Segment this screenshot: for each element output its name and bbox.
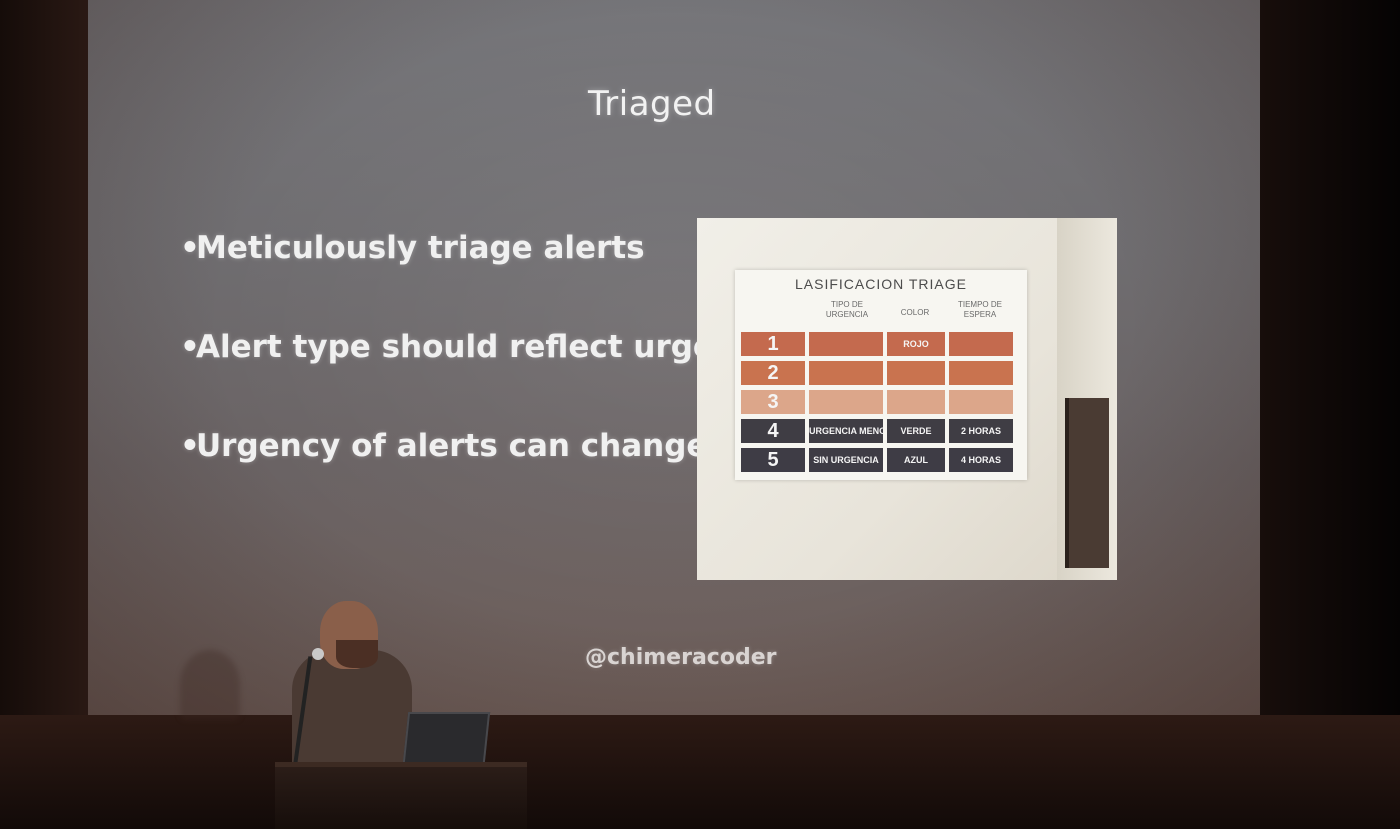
bullet-list: •Meticulously triage alerts •Alert type … <box>180 226 775 523</box>
left-wall <box>0 0 90 829</box>
slide-title: Triaged <box>588 84 716 124</box>
poster-cell-type <box>809 332 883 356</box>
triage-poster-photo: LASIFICACION TRIAGE TIPO DE URGENCIA COL… <box>697 218 1117 580</box>
poster-header-color: COLOR <box>900 308 930 317</box>
poster-row: 5 SIN URGENCIA AZUL 4 HORAS <box>735 448 1027 472</box>
poster-cell-level: 1 <box>741 332 805 356</box>
poster-cell-type <box>809 361 883 385</box>
poster-cell-color: VERDE <box>887 419 945 443</box>
poster-cell-color: AZUL <box>887 448 945 472</box>
poster-cell-color <box>887 361 945 385</box>
poster-header-wait: TIEMPO DE ESPERA <box>957 300 1002 319</box>
poster-cell-color: ROJO <box>887 332 945 356</box>
bullet-dot: • <box>180 230 200 266</box>
poster-title: LASIFICACION TRIAGE <box>795 276 967 292</box>
poster-row: 3 <box>735 390 1027 414</box>
triage-poster: LASIFICACION TRIAGE TIPO DE URGENCIA COL… <box>735 270 1027 480</box>
podium <box>275 762 527 829</box>
poster-cell-type: SIN URGENCIA <box>809 448 883 472</box>
speaker-beard <box>336 640 378 668</box>
bullet-item: •Meticulously triage alerts <box>180 226 740 270</box>
poster-row: 1 ROJO <box>735 332 1027 356</box>
poster-cell-level: 2 <box>741 361 805 385</box>
poster-cell-type: URGENCIA MENOR <box>809 419 883 443</box>
poster-cell-wait <box>949 361 1013 385</box>
poster-cell-type <box>809 390 883 414</box>
bullet-text: Urgency of alerts can change <box>196 428 708 464</box>
right-wall <box>1240 0 1400 829</box>
projection-screen: Triaged •Meticulously triage alerts •Ale… <box>88 0 1260 715</box>
stage <box>0 715 1400 829</box>
bullet-text: Meticulously triage alerts <box>196 230 645 266</box>
speaker-handle: @chimeracoder <box>585 645 777 670</box>
microphone <box>312 648 324 660</box>
poster-row: 2 <box>735 361 1027 385</box>
poster-cell-level: 3 <box>741 390 805 414</box>
bullet-dot: • <box>180 329 200 365</box>
bullet-text: Alert type should reflect urgency <box>196 329 775 365</box>
poster-cell-color <box>887 390 945 414</box>
bullet-dot: • <box>180 428 200 464</box>
photo-door <box>1065 398 1109 568</box>
poster-cell-wait <box>949 332 1013 356</box>
poster-cell-wait: 2 HORAS <box>949 419 1013 443</box>
poster-cell-level: 5 <box>741 448 805 472</box>
speaker-body <box>292 650 412 780</box>
poster-cell-wait: 4 HORAS <box>949 448 1013 472</box>
poster-cell-wait <box>949 390 1013 414</box>
bullet-item: •Urgency of alerts can change <box>180 424 740 468</box>
poster-header-type: TIPO DE URGENCIA <box>825 300 869 319</box>
poster-cell-level: 4 <box>741 419 805 443</box>
speaker-shadow <box>180 650 240 720</box>
bullet-item: •Alert type should reflect urgency <box>180 325 775 369</box>
